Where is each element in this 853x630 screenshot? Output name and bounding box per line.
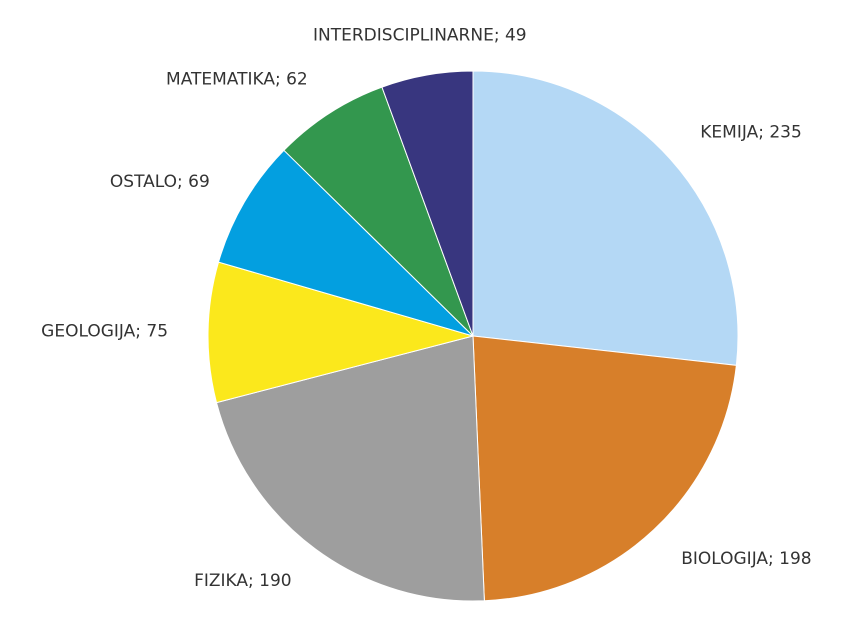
pie-slice [283, 86, 474, 337]
pie-slice [215, 335, 485, 602]
pie-slice [381, 70, 474, 337]
pie-slice [207, 261, 475, 404]
data-label: INTERDISCIPLINARNE; 49 [313, 26, 527, 46]
data-label: MATEMATIKA; 62 [166, 70, 308, 90]
pie-slice [472, 70, 739, 366]
data-label: FIZIKA; 190 [194, 571, 292, 591]
pie-slice [472, 335, 737, 602]
data-label: OSTALO; 69 [110, 172, 210, 192]
data-label: KEMIJA; 235 [700, 123, 802, 143]
pie-slice [217, 149, 474, 337]
data-label: BIOLOGIJA; 198 [681, 549, 811, 569]
data-label: GEOLOGIJA; 75 [41, 322, 168, 342]
